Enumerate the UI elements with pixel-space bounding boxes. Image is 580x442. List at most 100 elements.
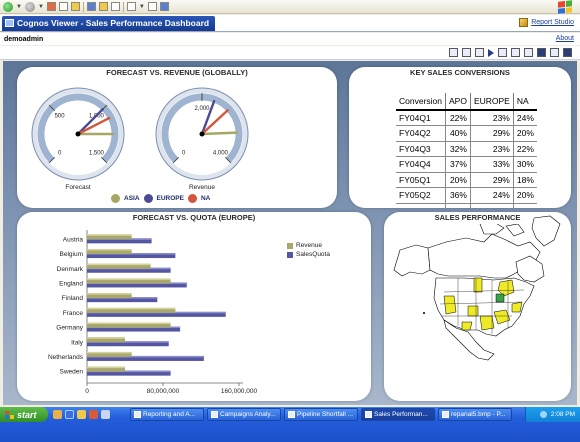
start-button[interactable]: start [0, 407, 48, 422]
bar-salesquota [87, 341, 169, 347]
map-highlight-3 [443, 295, 457, 315]
forward-dropdown-icon[interactable]: ▼ [37, 3, 44, 10]
bar-revenue [87, 278, 171, 284]
layout-icon[interactable] [550, 48, 559, 57]
table-cell: 37% [445, 156, 471, 173]
quick-launch-explorer-icon[interactable] [53, 410, 62, 419]
quick-launch-media-icon[interactable] [89, 410, 98, 419]
map-highlight-green [495, 293, 505, 303]
category-label: England [59, 280, 83, 287]
legend-na-label: NA [200, 195, 211, 202]
bar-revenue-highlight [87, 293, 132, 295]
quick-launch-ie-icon[interactable] [65, 410, 74, 419]
map-highlight-7 [511, 301, 523, 313]
table-cell: 18% [513, 172, 537, 188]
table-cell: FY04Q4 [396, 156, 446, 173]
edit-icon[interactable] [159, 2, 169, 11]
keep-version-icon[interactable] [449, 48, 458, 57]
home-icon[interactable] [70, 2, 80, 11]
bar-revenue [87, 322, 171, 328]
report-studio-icon [519, 18, 529, 27]
bar-salesquota [87, 355, 204, 361]
clock: 2:08 PM [550, 411, 575, 418]
forecast-revenue-panel: FORECAST VS. REVENUE (GLOBALLY) 05001,00… [17, 67, 337, 208]
save-icon[interactable] [462, 48, 471, 57]
table-cell: 23% [470, 110, 514, 126]
print-icon[interactable] [147, 2, 157, 11]
view-format-icon[interactable] [524, 48, 533, 57]
back-icon[interactable] [3, 1, 13, 12]
drill-down-icon[interactable] [498, 48, 507, 57]
bar-revenue-highlight [87, 307, 176, 310]
task-campaigns[interactable]: Campaigns Analy... [207, 408, 281, 421]
legend-europe-icon [143, 194, 153, 203]
forward-icon[interactable] [24, 1, 35, 12]
map-region-alaska [393, 244, 431, 277]
windows-logo-icon [558, 0, 572, 14]
refresh-icon[interactable] [58, 2, 68, 11]
legend-na-icon [187, 194, 197, 203]
bar-revenue-highlight [87, 366, 125, 369]
gauge-needle-asia [200, 131, 239, 136]
bar-revenue-highlight [87, 337, 125, 339]
conversions-table: Conversion APO EUROPE NA FY04Q1 22% 23% 24% FY0… [396, 93, 537, 208]
mail-icon[interactable] [126, 2, 136, 11]
conversions-header-0: Conversion [396, 93, 446, 111]
legend-asia-icon [111, 194, 120, 203]
about-link[interactable]: About [555, 35, 574, 42]
key-sales-conversions-panel: KEY SALES CONVERSIONS Conversion APO EUROP… [349, 67, 571, 208]
run-report-icon[interactable] [488, 48, 494, 57]
table-cell: 51% [445, 203, 471, 208]
gauge-tick [48, 157, 55, 164]
map-region-mexico [443, 319, 495, 361]
mail-dropdown-icon[interactable]: ▼ [138, 3, 145, 10]
table-cell: 20% [513, 187, 537, 204]
bar-salesquota-highlight [87, 370, 171, 373]
tray-network-icon[interactable] [539, 411, 547, 418]
start-label[interactable]: start [17, 409, 37, 420]
bar-salesquota-highlight [87, 341, 169, 343]
north-america-map[interactable] [384, 212, 571, 401]
more-options-icon[interactable] [563, 48, 572, 57]
legend-europe-label: EUROPE [156, 195, 184, 202]
task-window-icon [211, 411, 218, 418]
table-cell: FY05Q1 [396, 172, 446, 188]
map-highlight-5 [493, 309, 511, 325]
search-icon[interactable] [86, 2, 96, 11]
table-cell: 20% [445, 172, 471, 188]
windows-taskbar: start Reporting and A... Campaigns Analy… [0, 407, 580, 442]
history-icon[interactable] [110, 2, 120, 11]
table-cell: 29% [470, 172, 514, 188]
task-paint[interactable]: repanal5.bmp - P... [438, 408, 512, 421]
toolbar-separator [122, 1, 124, 12]
bar-salesquota [87, 253, 176, 259]
table-cell: 33% [470, 156, 514, 173]
email-icon[interactable] [475, 48, 484, 57]
task-reporting[interactable]: Reporting and A... [130, 408, 204, 421]
report-studio-link[interactable]: Report Studio [519, 18, 574, 27]
drill-up-icon[interactable] [511, 48, 520, 57]
favorites-icon[interactable] [98, 2, 108, 11]
gauge-name-label: Forecast [65, 184, 90, 191]
task-sales-performance[interactable]: Sales Performan... [361, 408, 435, 421]
quick-launch-folder-icon[interactable] [77, 410, 86, 419]
bar-revenue [87, 263, 151, 269]
back-dropdown-icon[interactable]: ▼ [16, 3, 22, 10]
table-row: FY04Q2 40% 29% 20% [396, 125, 537, 142]
report-studio-label[interactable]: Report Studio [531, 19, 574, 26]
map-highlight-2 [497, 279, 515, 297]
task-pipeline[interactable]: Pipeline Shortfall ... [284, 408, 358, 421]
table-row: FY04Q4 37% 33% 30% [396, 156, 537, 173]
table-row: FY05Q351%22%16% [396, 203, 537, 208]
map-highlight-8 [461, 321, 473, 331]
quick-launch-desktop-icon[interactable] [101, 410, 110, 419]
add-bookmark-icon[interactable] [537, 48, 546, 57]
table-cell: 30% [513, 156, 537, 173]
table-cell: FY05Q2 [396, 187, 446, 204]
taskbar-tasks: Reporting and A... Campaigns Analy... Pi… [130, 408, 512, 421]
gauge-tick [101, 157, 108, 164]
category-label: Belgium [60, 251, 83, 258]
x-tick-label: 160,000,000 [221, 388, 258, 395]
stop-icon[interactable] [46, 2, 56, 11]
